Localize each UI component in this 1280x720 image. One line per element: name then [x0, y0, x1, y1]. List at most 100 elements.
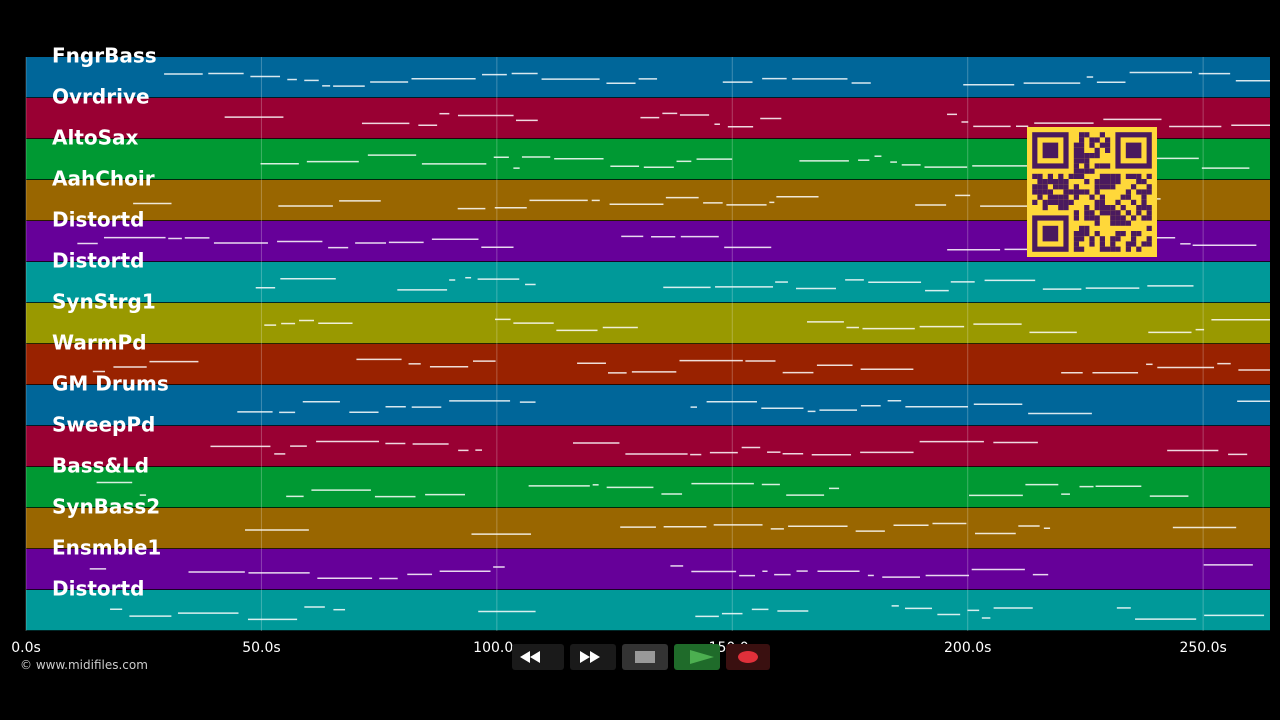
qr-cell	[1084, 153, 1090, 159]
qr-cell	[1094, 199, 1100, 205]
qr-cell	[1115, 173, 1121, 179]
qr-cell	[1037, 179, 1043, 185]
track-label: SweepPd	[52, 413, 155, 437]
qr-cell	[1073, 189, 1079, 195]
qr-cell	[1141, 189, 1147, 195]
qr-cell	[1032, 199, 1038, 205]
qr-cell	[1131, 184, 1137, 190]
stop-icon	[635, 651, 655, 663]
qr-cell	[1094, 137, 1100, 143]
qr-cell	[1105, 246, 1111, 252]
qr-cell	[1037, 189, 1043, 195]
qr-cell	[1047, 189, 1053, 195]
qr-cell	[1073, 246, 1079, 252]
qr-cell	[1073, 231, 1079, 237]
qr-cell	[1125, 210, 1131, 216]
qr-cell	[1146, 225, 1152, 231]
qr-cell	[1073, 236, 1079, 242]
qr-cell	[1089, 241, 1095, 247]
qr-cell	[1099, 199, 1105, 205]
tracks	[26, 57, 1270, 632]
qr-cell	[1125, 173, 1131, 179]
qr-cell	[1063, 194, 1069, 200]
track-label: Ovrdrive	[52, 85, 150, 109]
time-tick-label: 50.0s	[242, 640, 280, 656]
track-band	[26, 549, 1270, 590]
qr-cell	[1110, 215, 1116, 221]
qr-cell	[1136, 205, 1142, 211]
qr-cell	[1136, 179, 1142, 185]
qr-cell	[1094, 220, 1100, 226]
qr-cell	[1099, 241, 1105, 247]
qr-cell	[1058, 173, 1064, 179]
qr-cell	[1131, 231, 1137, 237]
qr-cell	[1115, 179, 1121, 185]
qr-cell	[1105, 210, 1111, 216]
qr-cell	[1136, 173, 1142, 179]
transport	[512, 644, 770, 670]
qr-cell	[1089, 194, 1095, 200]
qr-cell	[1131, 241, 1137, 247]
qr-cell	[1105, 163, 1111, 169]
qr-cell	[1115, 199, 1121, 205]
credit: © www.midifiles.com	[20, 658, 148, 672]
qr-cell	[1084, 158, 1090, 164]
qr-cell	[1042, 179, 1048, 185]
qr-cell	[1146, 241, 1152, 247]
qr-cell	[1099, 210, 1105, 216]
qr-cell	[1120, 205, 1126, 211]
track-band	[26, 590, 1270, 631]
qr-cell	[1079, 236, 1085, 242]
qr-cell	[1079, 153, 1085, 159]
qr-cell	[1068, 189, 1074, 195]
track-label: Bass&Ld	[52, 454, 149, 478]
qr-cell	[1063, 184, 1069, 190]
qr-cell	[1084, 168, 1090, 174]
qr-cell	[1136, 210, 1142, 216]
qr-cell	[1089, 137, 1095, 143]
qr-cell	[1115, 215, 1121, 221]
qr-cell	[1032, 184, 1038, 190]
qr-cell	[1094, 147, 1100, 153]
qr-cell	[1058, 184, 1064, 190]
qr-cell	[1073, 241, 1079, 247]
qr-cell	[1105, 179, 1111, 185]
track-label: Ensmble1	[52, 536, 161, 560]
qr-cell	[1099, 205, 1105, 211]
qr-cell	[1073, 147, 1079, 153]
forward-icon	[580, 651, 600, 663]
qr-cell	[1079, 168, 1085, 174]
qr-cell	[1073, 184, 1079, 190]
qr-cell	[1079, 142, 1085, 148]
qr-cell	[1037, 184, 1043, 190]
qr-cell	[1079, 231, 1085, 237]
qr-cell	[1136, 189, 1142, 195]
qr-cell	[1099, 184, 1105, 190]
qr-cell	[1042, 184, 1048, 190]
track-label: FngrBass	[52, 44, 157, 68]
qr-cell	[1042, 199, 1048, 205]
qr-cell	[1042, 205, 1048, 211]
qr-cell	[1136, 231, 1142, 237]
qr-cell	[1125, 220, 1131, 226]
qr-cell	[1084, 225, 1090, 231]
qr-cell	[1068, 199, 1074, 205]
qr-cell	[1094, 179, 1100, 185]
qr-cell	[1094, 163, 1100, 169]
qr-cell	[1073, 142, 1079, 148]
qr-cell	[1068, 173, 1074, 179]
qr-cell	[1089, 210, 1095, 216]
track-label: Distortd	[52, 208, 144, 232]
qr-cell	[1084, 132, 1090, 138]
qr-cell	[1058, 205, 1064, 211]
qr-cell	[1084, 231, 1090, 237]
qr-cell	[1110, 210, 1116, 216]
qr-cell	[1105, 137, 1111, 143]
qr-cell	[1120, 231, 1126, 237]
qr-cell	[1146, 184, 1152, 190]
qr-cell	[1084, 210, 1090, 216]
qr-cell	[1079, 173, 1085, 179]
qr-cell	[1115, 231, 1121, 237]
